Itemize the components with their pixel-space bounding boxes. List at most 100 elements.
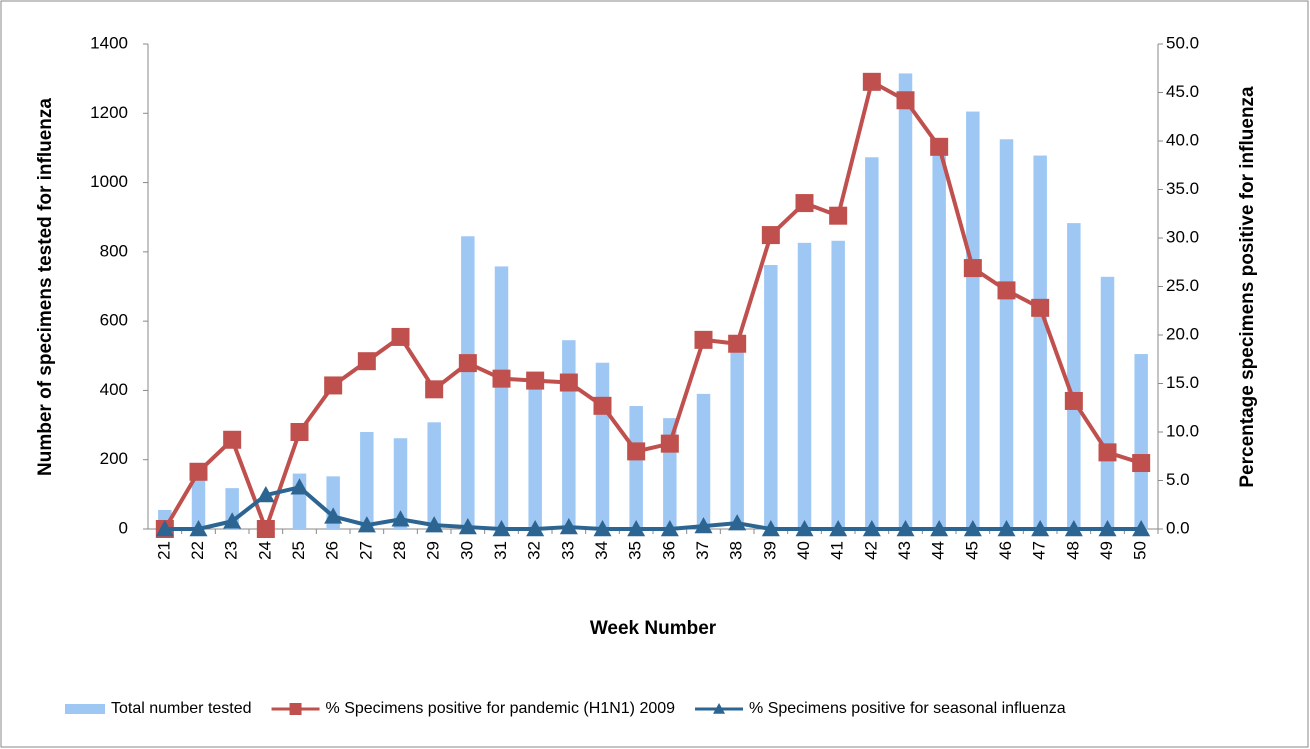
legend: Total number tested % Specimens positive … bbox=[65, 700, 1066, 717]
x-tick-label: 34 bbox=[592, 541, 611, 560]
x-tick-label: 25 bbox=[289, 541, 308, 560]
bar bbox=[831, 240, 845, 529]
bar bbox=[1100, 276, 1115, 529]
x-tick-label: 37 bbox=[693, 541, 712, 560]
bar bbox=[360, 432, 374, 529]
marker bbox=[357, 516, 376, 533]
y2-tick-label: 20.0 bbox=[1166, 324, 1199, 343]
y-tick-label: 400 bbox=[100, 380, 128, 399]
marker bbox=[189, 462, 208, 481]
marker bbox=[155, 520, 174, 537]
y2-tick-label: 15.0 bbox=[1166, 373, 1199, 392]
marker bbox=[223, 430, 242, 449]
marker bbox=[795, 194, 814, 213]
x-tick-label: 47 bbox=[1030, 541, 1049, 560]
x-tick-label: 44 bbox=[929, 541, 948, 560]
marker bbox=[189, 520, 208, 537]
marker bbox=[593, 520, 612, 537]
y-tick-label: 600 bbox=[100, 311, 128, 330]
y-tick-label: 1200 bbox=[90, 103, 128, 122]
marker bbox=[559, 518, 578, 535]
x-tick-label: 22 bbox=[188, 541, 207, 560]
y2-axis-title: Percentage specimens positive for influe… bbox=[1237, 86, 1258, 488]
marker bbox=[526, 520, 545, 537]
marker bbox=[425, 516, 444, 533]
x-tick-label: 24 bbox=[255, 541, 274, 560]
legend-label: Total number tested bbox=[111, 700, 252, 717]
x-tick-label: 38 bbox=[727, 541, 746, 560]
marker bbox=[492, 369, 511, 388]
marker bbox=[256, 520, 275, 538]
marker bbox=[425, 380, 444, 399]
marker bbox=[713, 703, 726, 714]
y2-tick-label: 45.0 bbox=[1166, 82, 1199, 101]
bar bbox=[898, 73, 913, 530]
marker bbox=[829, 520, 848, 537]
legend-label: % Specimens positive for pandemic (H1N1)… bbox=[326, 700, 676, 717]
marker bbox=[223, 512, 242, 529]
bar bbox=[865, 157, 879, 529]
marker bbox=[963, 520, 982, 537]
marker bbox=[1132, 454, 1151, 473]
x-tick-label: 35 bbox=[626, 541, 645, 560]
marker bbox=[391, 327, 410, 346]
y2-tick-label: 50.0 bbox=[1166, 33, 1199, 52]
legend-swatch bbox=[65, 704, 105, 714]
marker bbox=[963, 259, 982, 278]
marker bbox=[1031, 298, 1050, 317]
y2-tick-label: 25.0 bbox=[1166, 276, 1199, 295]
x-axis-title: Week Number bbox=[590, 618, 717, 639]
x-tick-label: 48 bbox=[1063, 541, 1082, 560]
marker bbox=[391, 510, 410, 527]
marker bbox=[694, 517, 713, 534]
bar bbox=[932, 154, 946, 529]
x-tick-label: 46 bbox=[996, 541, 1015, 560]
bar bbox=[999, 139, 1014, 529]
x-tick-label: 21 bbox=[154, 541, 173, 560]
marker bbox=[289, 703, 302, 715]
x-tick-label: 40 bbox=[794, 541, 813, 560]
bar bbox=[1067, 223, 1081, 529]
x-tick-label: 36 bbox=[659, 541, 678, 560]
bar bbox=[494, 266, 509, 529]
marker bbox=[357, 352, 376, 371]
marker bbox=[458, 354, 477, 373]
marker bbox=[660, 434, 679, 453]
marker bbox=[997, 281, 1016, 300]
bar bbox=[595, 362, 610, 529]
x-tick-label: 30 bbox=[457, 541, 476, 560]
marker bbox=[930, 520, 949, 537]
x-tick-label: 50 bbox=[1131, 541, 1150, 560]
x-tick-label: 29 bbox=[424, 541, 443, 560]
y2-tick-label: 10.0 bbox=[1166, 421, 1199, 440]
marker bbox=[728, 334, 747, 353]
x-tick-label: 45 bbox=[962, 541, 981, 560]
marker bbox=[458, 518, 477, 535]
marker bbox=[627, 520, 646, 537]
y-tick-label: 800 bbox=[100, 241, 128, 260]
x-tick-label: 49 bbox=[1097, 541, 1116, 560]
bar bbox=[191, 478, 206, 529]
bar bbox=[393, 438, 408, 529]
bar bbox=[696, 393, 711, 529]
x-tick-label: 43 bbox=[895, 541, 914, 560]
marker bbox=[324, 376, 343, 395]
marker bbox=[593, 396, 612, 415]
marker bbox=[1031, 520, 1050, 537]
marker bbox=[1064, 520, 1083, 537]
x-tick-label: 42 bbox=[861, 541, 880, 560]
x-tick-label: 23 bbox=[222, 541, 241, 560]
x-tick-label: 33 bbox=[558, 541, 577, 560]
bar bbox=[1134, 354, 1148, 529]
marker bbox=[1064, 391, 1083, 410]
legend-label: % Specimens positive for seasonal influe… bbox=[749, 700, 1066, 717]
marker bbox=[1132, 520, 1151, 537]
bar bbox=[966, 111, 980, 529]
marker bbox=[761, 520, 780, 537]
marker bbox=[290, 478, 309, 495]
bar bbox=[1033, 155, 1047, 530]
y-tick-label: 0 bbox=[119, 518, 128, 537]
marker bbox=[256, 486, 275, 503]
